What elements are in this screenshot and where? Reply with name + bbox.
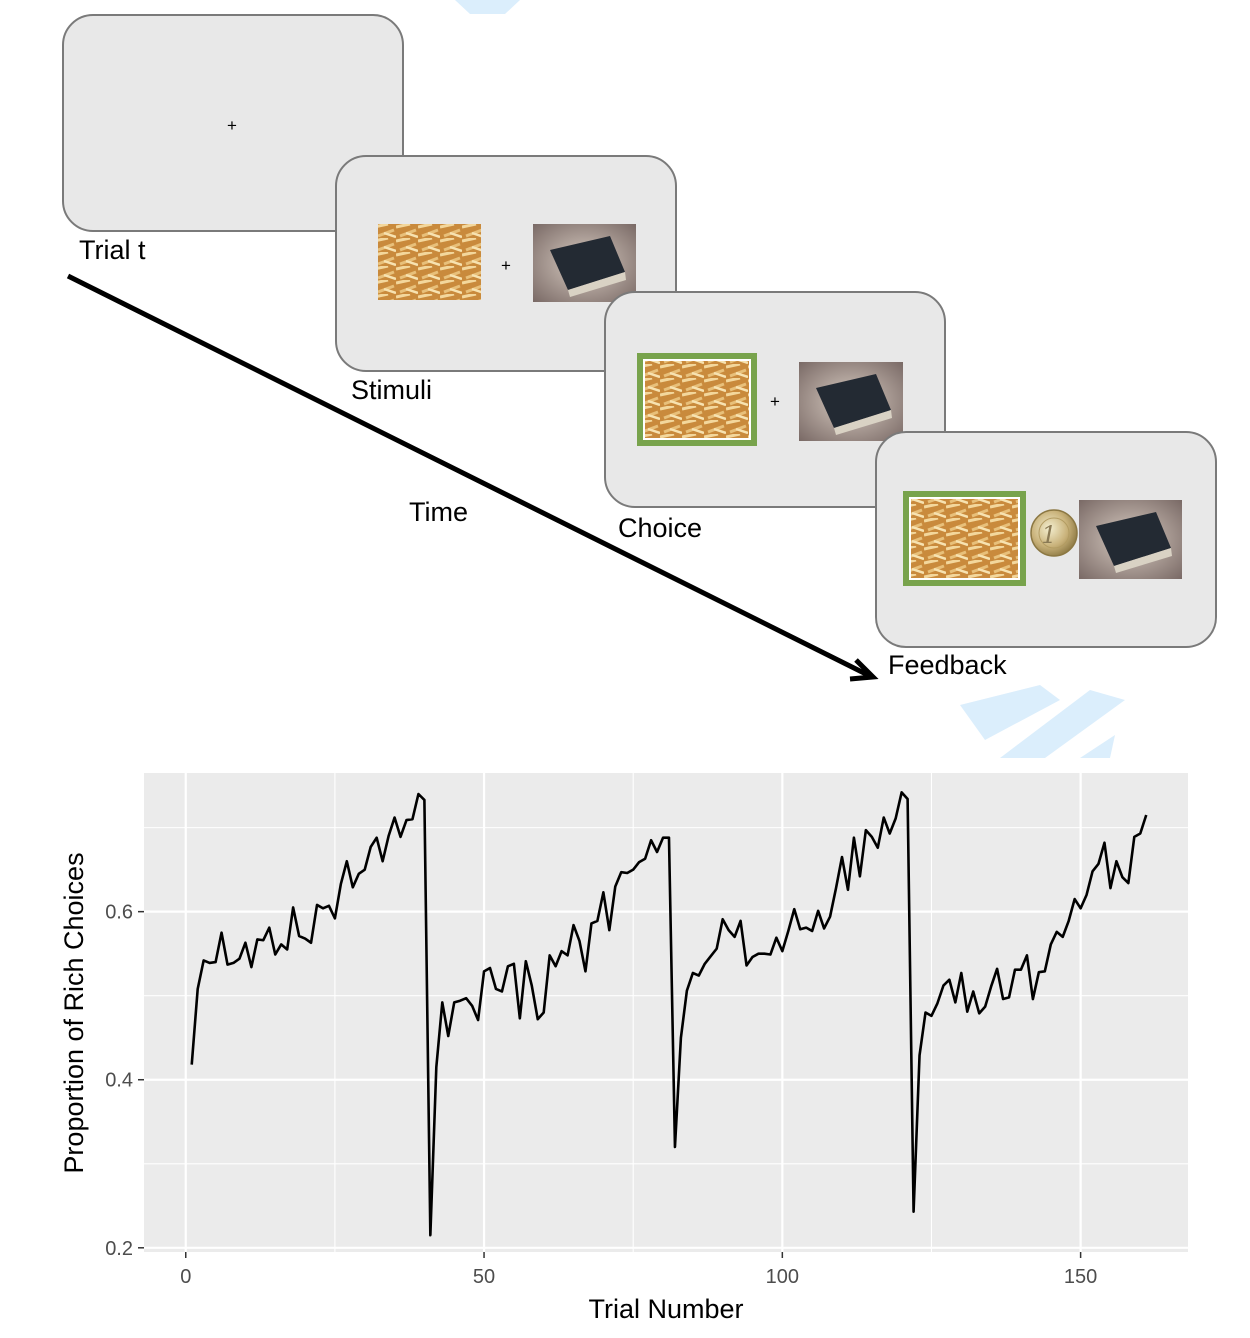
fixation-cross: + xyxy=(770,392,780,411)
feedback-panel: 1 xyxy=(875,431,1217,648)
y-tick-label: 0.6 xyxy=(105,902,133,924)
book-image xyxy=(1079,500,1182,579)
label-trial: Trial t xyxy=(79,235,146,265)
fries-image xyxy=(378,224,481,300)
y-axis-ticks: 0.2 0.4 0.6 xyxy=(105,902,144,1260)
fixation-cross: + xyxy=(227,116,237,135)
euro-coin-icon: 1 xyxy=(1030,509,1078,557)
book-image xyxy=(533,224,636,302)
y-axis-label: Proportion of Rich Choices xyxy=(59,852,89,1173)
trial-panel: + xyxy=(62,14,404,232)
label-choice: Choice xyxy=(618,513,702,543)
series-line xyxy=(190,791,1148,1237)
x-axis-label: Trial Number xyxy=(588,1294,743,1324)
x-tick-label: 100 xyxy=(766,1266,799,1288)
chart: 0.2 0.4 0.6 0 50 100 150 Trial Number Proport… xyxy=(59,773,1188,1324)
fries-image xyxy=(911,499,1018,578)
stimuli-panel: + xyxy=(335,155,677,372)
label-stimuli: Stimuli xyxy=(351,375,432,405)
x-tick-label: 0 xyxy=(180,1266,191,1288)
svg-text:1: 1 xyxy=(1041,521,1056,549)
fries-image xyxy=(645,361,749,438)
plot-background xyxy=(144,773,1188,1252)
x-axis-ticks: 0 50 100 150 xyxy=(180,1252,1097,1288)
x-tick-label: 50 xyxy=(473,1266,495,1288)
choice-panel: + xyxy=(604,291,946,508)
x-tick-label: 150 xyxy=(1064,1266,1097,1288)
y-tick-label: 0.2 xyxy=(105,1238,133,1260)
time-label: Time xyxy=(409,497,468,527)
label-feedback: Feedback xyxy=(888,650,1007,680)
watermark xyxy=(455,0,1125,758)
book-image xyxy=(799,362,903,441)
time-arrow xyxy=(66,273,879,682)
fixation-cross: + xyxy=(501,256,511,275)
gridlines xyxy=(144,773,1188,1252)
y-tick-label: 0.4 xyxy=(105,1070,133,1092)
